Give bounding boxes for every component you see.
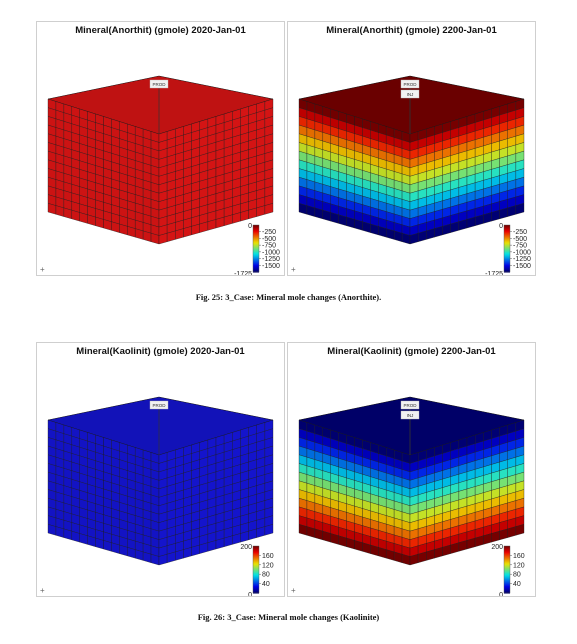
cube-left-face <box>47 98 160 245</box>
colorbar-tick-label: -1250 <box>262 256 280 263</box>
colorbar-max-label: 200 <box>240 544 252 551</box>
colorbar-max-label: 200 <box>491 544 503 551</box>
anorthite-2200-cube-plot: PROD INJ 0 -1725 -250-500-750-1000-1250-1500 <box>298 75 531 275</box>
well-label: INJ <box>407 92 414 97</box>
cube-right-face <box>409 98 525 245</box>
figure-25-caption: Fig. 25: 3_Case: Mineral mole changes (A… <box>195 292 382 302</box>
cube-left-face <box>298 419 411 566</box>
figure-26-panel-right: Mineral(Kaolinit) (gmole) 2200-Jan-01 PR… <box>287 342 536 597</box>
figure-25-panel-right: Mineral(Anorthit) (gmole) 2200-Jan-01 PR… <box>287 21 536 276</box>
cube-left-face <box>47 419 160 566</box>
colorbar-min-label: -1725 <box>485 271 503 275</box>
panel-title: Mineral(Anorthit) (gmole) 2200-Jan-01 <box>326 25 497 36</box>
colorbar-min-label: -1725 <box>234 271 252 275</box>
well-label: PROD <box>403 403 417 408</box>
cube-right-face <box>158 98 274 245</box>
well-label: INJ <box>407 413 414 418</box>
colorbar-min-label: 0 <box>248 592 252 596</box>
colorbar-tick-label: 160 <box>262 553 274 560</box>
colorbar-tick-label: -1500 <box>262 263 280 270</box>
figure-26-caption: Fig. 26: 3_Case: Mineral mole changes (K… <box>197 612 380 622</box>
panel-title: Mineral(Anorthit) (gmole) 2020-Jan-01 <box>75 25 246 36</box>
cube-right-face <box>409 419 525 566</box>
anorthite-2020-cube-plot: PROD 0 -1725 -250-500-750-1000-1250-1500 <box>47 75 280 275</box>
colorbar-tick-label: 120 <box>513 562 525 569</box>
axis-marker-icon: + <box>291 586 296 595</box>
well-label-box <box>400 410 420 420</box>
colorbar-min-label: 0 <box>499 592 503 596</box>
panel-title: Mineral(Kaolinit) (gmole) 2020-Jan-01 <box>76 346 245 357</box>
colorbar-tick-label: -500 <box>513 236 527 243</box>
figure-26-panel-left: Mineral(Kaolinit) (gmole) 2020-Jan-01 PR… <box>36 342 285 597</box>
colorbar-tick-label: -750 <box>262 243 276 250</box>
colorbar-tick-label: -750 <box>513 243 527 250</box>
well-label: PROD <box>152 82 166 87</box>
colorbar-tick-label: 80 <box>513 572 521 579</box>
panel-title: Mineral(Kaolinit) (gmole) 2200-Jan-01 <box>327 346 496 357</box>
well-label-box <box>400 79 420 89</box>
colorbar-tick-label: -1000 <box>513 249 531 256</box>
cube-left-face <box>298 98 411 245</box>
well-label-box <box>400 89 420 99</box>
colorbar-max-label: 0 <box>499 223 503 230</box>
colorbar-tick-label: -250 <box>513 229 527 236</box>
colorbar-tick-label: -1000 <box>262 249 280 256</box>
colorbar <box>252 224 260 273</box>
colorbar-tick-label: -1500 <box>513 263 531 270</box>
colorbar <box>252 545 260 594</box>
well-label: PROD <box>403 82 417 87</box>
well-label: PROD <box>152 403 166 408</box>
cube-right-face <box>158 419 274 566</box>
kaolinite-2200-cube-plot: PROD INJ 200 0 160 120 80 40 <box>298 396 525 596</box>
axis-marker-icon: + <box>40 586 45 595</box>
colorbar-max-label: 0 <box>248 223 252 230</box>
colorbar-tick-label: -250 <box>262 229 276 236</box>
colorbar-tick-label: 40 <box>262 581 270 588</box>
kaolinite-2020-cube-plot: PROD 200 0 160 120 80 40 <box>47 396 274 596</box>
well-label-box <box>149 79 169 89</box>
colorbar-tick-label: -500 <box>262 236 276 243</box>
axis-marker-icon: + <box>291 265 296 274</box>
well-label-box <box>400 400 420 410</box>
colorbar-tick-label: 120 <box>262 562 274 569</box>
colorbar-tick-label: 160 <box>513 553 525 560</box>
colorbar-tick-label: 80 <box>262 572 270 579</box>
colorbar-tick-label: -1250 <box>513 256 531 263</box>
axis-marker-icon: + <box>40 265 45 274</box>
colorbar <box>503 224 511 273</box>
colorbar-tick-label: 40 <box>513 581 521 588</box>
figure-25-panel-left: Mineral(Anorthit) (gmole) 2020-Jan-01 PR… <box>36 21 285 276</box>
colorbar <box>503 545 511 594</box>
well-label-box <box>149 400 169 410</box>
